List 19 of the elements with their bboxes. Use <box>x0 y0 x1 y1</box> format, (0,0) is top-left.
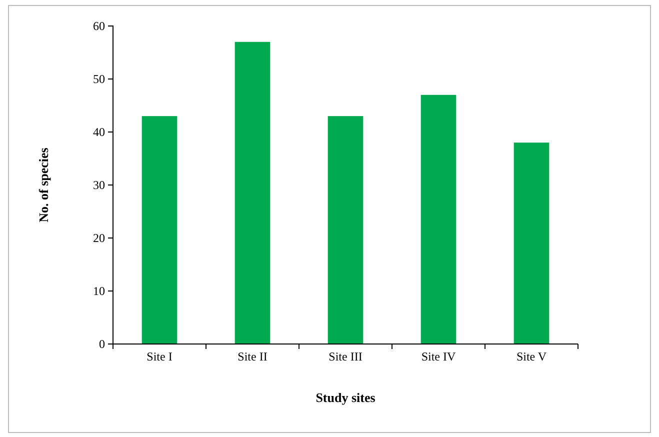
x-tick-label: Site IV <box>421 350 456 364</box>
bar <box>142 116 178 344</box>
y-tick-label: 30 <box>93 178 105 192</box>
y-axis-title: No. of species <box>36 148 51 222</box>
x-tick-label: Site I <box>146 350 172 364</box>
bar <box>234 42 270 344</box>
bar <box>420 94 456 344</box>
y-tick-label: 40 <box>93 124 105 139</box>
bar <box>328 116 364 344</box>
bar <box>514 142 550 344</box>
x-tick-label: Site V <box>516 350 547 364</box>
y-tick-label: 0 <box>99 336 105 351</box>
y-tick-label: 60 <box>93 18 105 33</box>
y-tick-label: 50 <box>93 72 105 86</box>
x-axis-title: Study sites <box>316 390 376 405</box>
x-tick-label: Site III <box>328 350 362 364</box>
y-tick-label: 20 <box>93 230 105 245</box>
y-tick-label: 10 <box>93 284 105 298</box>
x-tick-label: Site II <box>238 350 268 364</box>
